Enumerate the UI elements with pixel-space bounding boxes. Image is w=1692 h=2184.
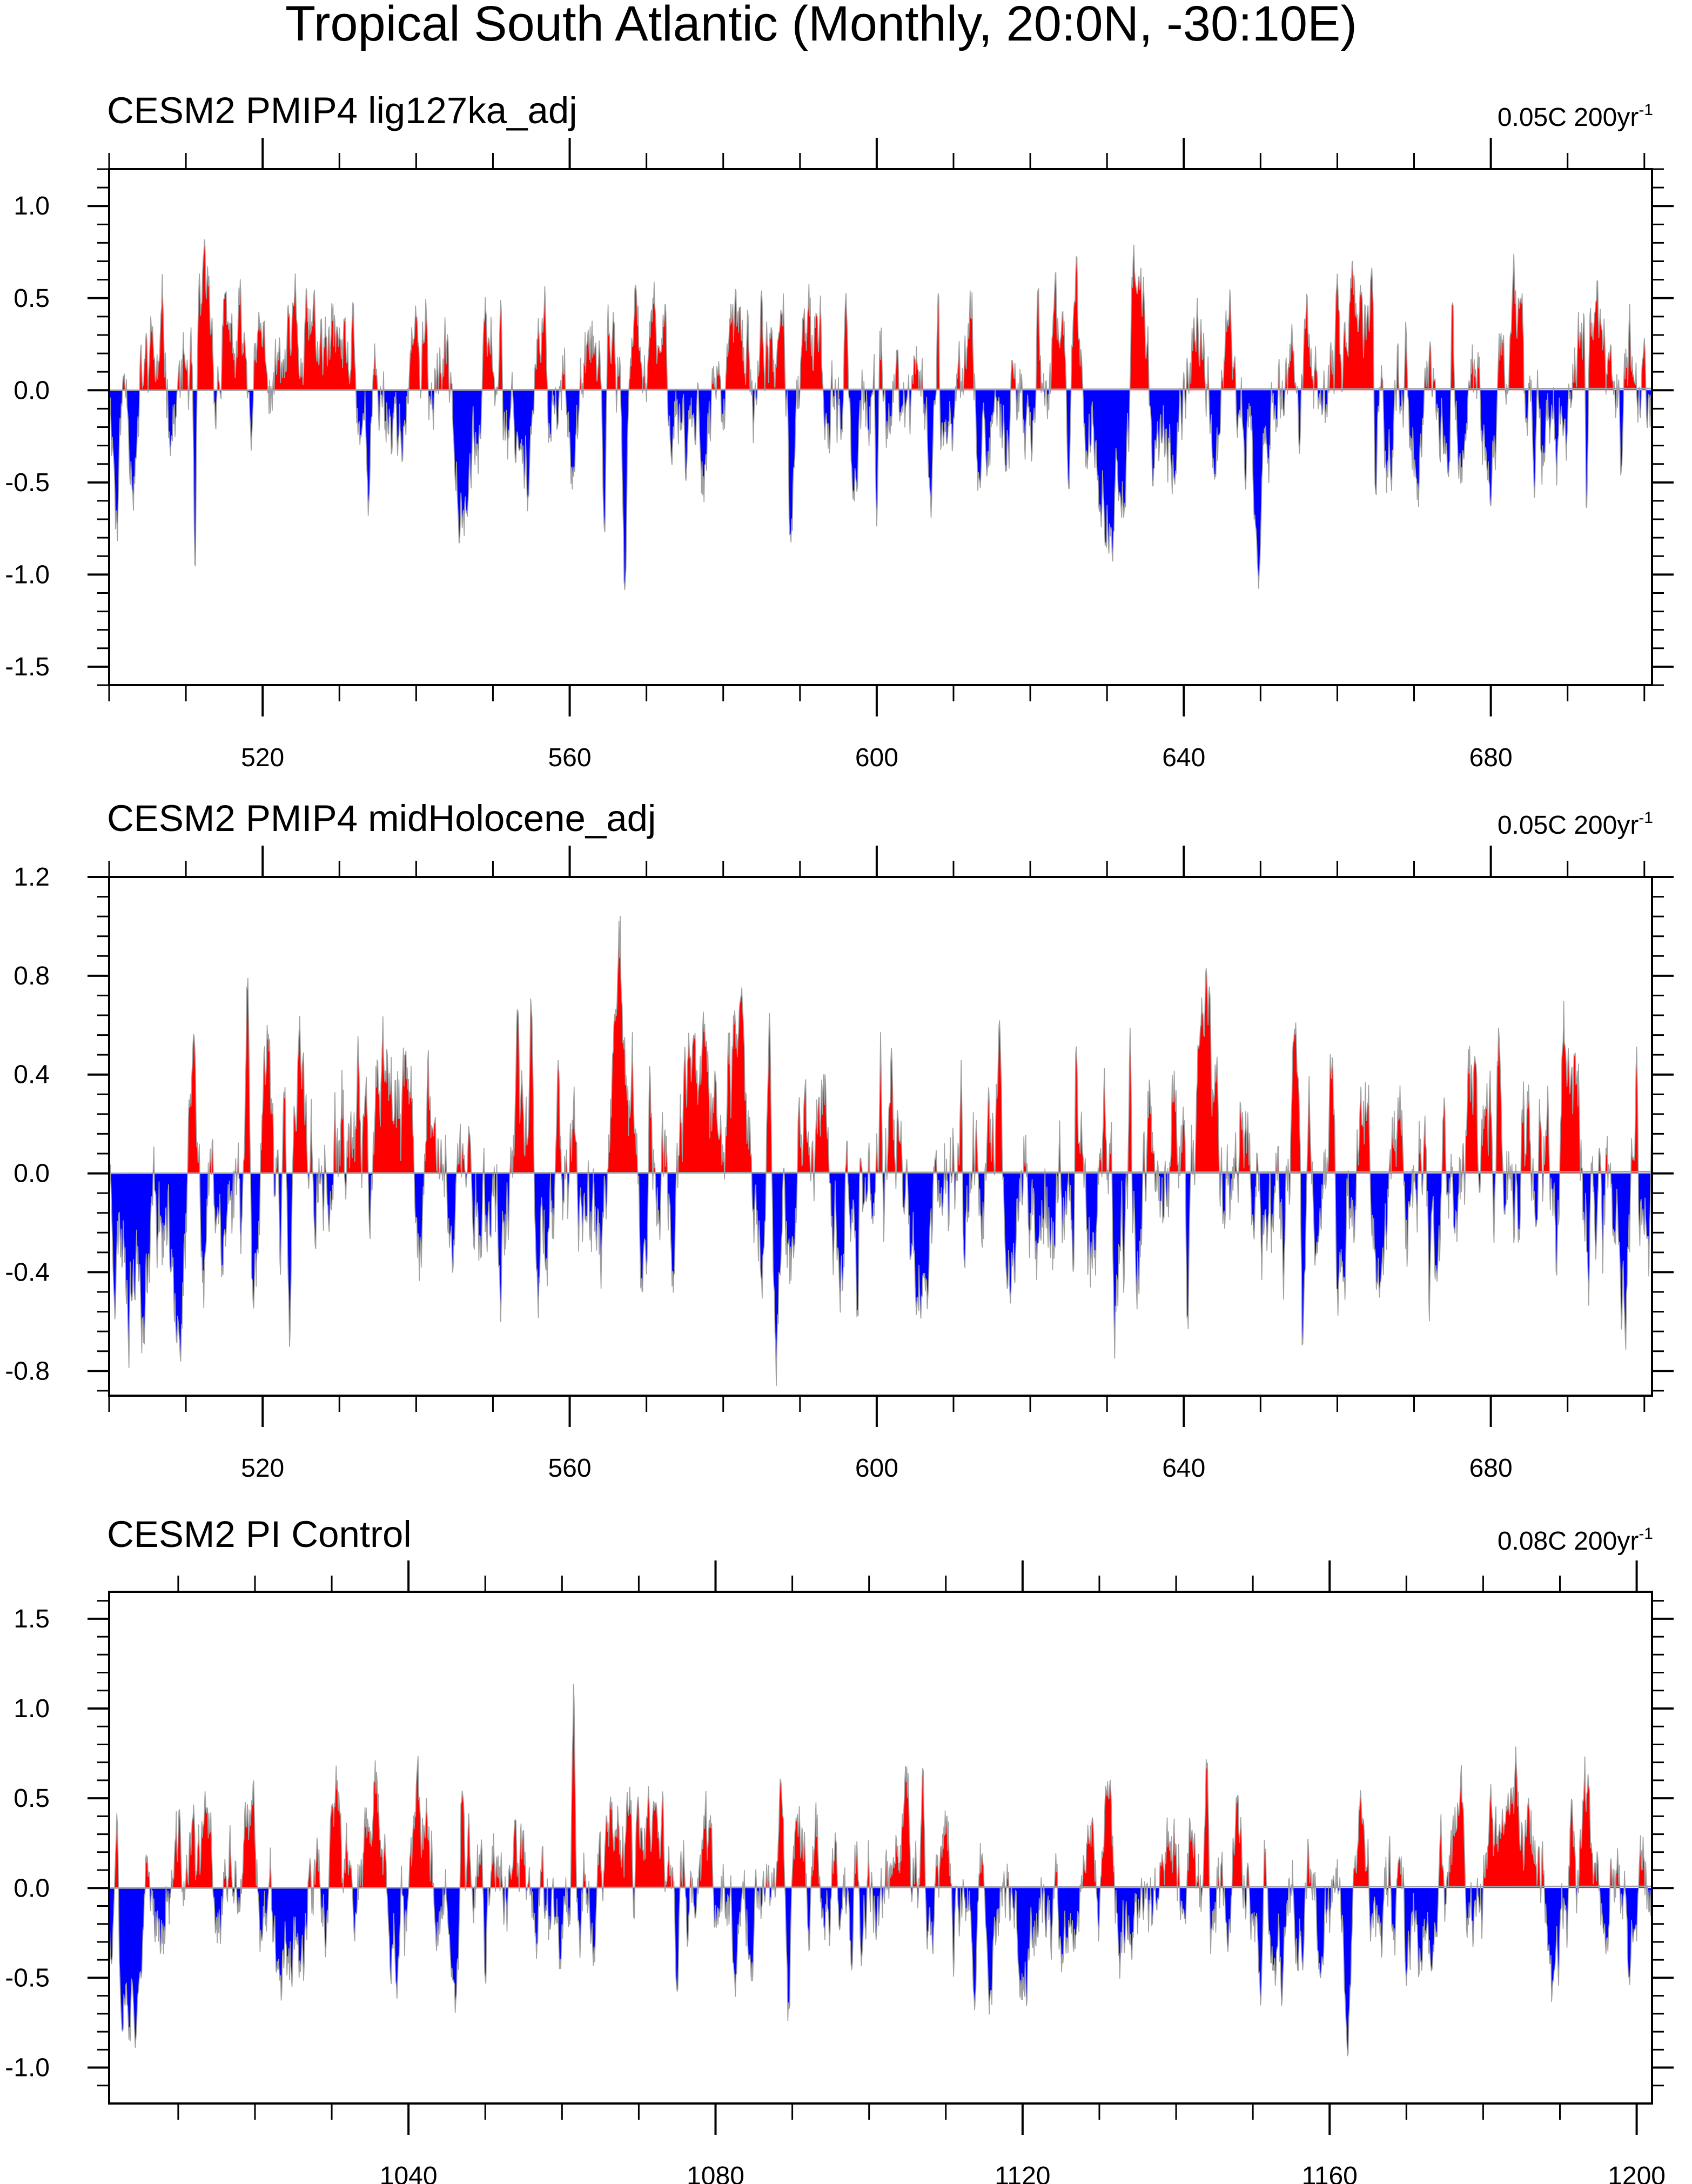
negative-anomaly-fill <box>109 390 1652 590</box>
panel-note: 0.08C 200yr-1 <box>1498 1525 1653 1556</box>
x-tick-label: 600 <box>855 743 898 772</box>
anomaly-series-line <box>109 916 1652 1386</box>
x-tick-label: 600 <box>855 1454 898 1483</box>
negative-anomaly-fill <box>109 1888 1652 2056</box>
x-tick-label: 1160 <box>1302 2162 1358 2184</box>
y-tick-label: -0.4 <box>5 1258 50 1287</box>
y-tick-label: -1.0 <box>5 2054 50 2082</box>
x-tick-label: 640 <box>1162 743 1205 772</box>
panel-title: CESM2 PI Control <box>107 1513 412 1555</box>
trend-line <box>109 1885 1652 1889</box>
plot-frame <box>108 876 1653 1397</box>
y-tick-label: 1.0 <box>14 1694 50 1723</box>
y-tick-label: 0.0 <box>14 376 50 405</box>
trend-line <box>109 387 1652 391</box>
plot-area <box>109 1684 1652 2056</box>
x-tick-label: 520 <box>241 743 284 772</box>
plot-area <box>109 916 1652 1386</box>
x-tick-label: 560 <box>548 743 591 772</box>
y-tick-label: -0.5 <box>5 468 50 497</box>
anomaly-series-line <box>109 239 1652 591</box>
y-tick-label: 0.0 <box>14 1874 50 1902</box>
main-title: Tropical South Atlantic (Monthly, 20:0N,… <box>285 0 1357 51</box>
plot-frame <box>108 1591 1653 2105</box>
panel-note-superscript: -1 <box>1639 1525 1653 1543</box>
panel-title: CESM2 PMIP4 lig127ka_adj <box>107 90 578 131</box>
y-tick-label: 0.5 <box>14 284 50 313</box>
y-tick-label: -0.5 <box>5 1964 50 1992</box>
panel-pi-control: CESM2 PI Control 0.08C 200yr-1 1.5 1.0 0.5… <box>5 1513 1674 2184</box>
negative-anomaly-fill <box>109 1173 1652 1386</box>
panel-midholocene: CESM2 PMIP4 midHolocene_adj 0.05C 200yr-… <box>5 798 1674 1483</box>
x-tick-label: 640 <box>1162 1454 1205 1483</box>
y-tick-label: 1.2 <box>14 863 50 892</box>
x-tick-label: 680 <box>1469 1454 1513 1483</box>
y-tick-label: 0.8 <box>14 962 50 990</box>
positive-anomaly-fill <box>109 239 1652 391</box>
x-tick-label: 560 <box>548 1454 591 1483</box>
y-tick-label: 0.4 <box>14 1061 50 1089</box>
panel-lig127ka: CESM2 PMIP4 lig127ka_adj 0.05C 200yr-1 1… <box>5 90 1674 772</box>
panel-note-text: 0.05C 200yr <box>1498 811 1639 840</box>
x-tick-label: 680 <box>1469 743 1513 772</box>
panel-note: 0.05C 200yr-1 <box>1498 809 1653 840</box>
trend-line <box>109 1171 1652 1175</box>
y-tick-label: -1.5 <box>5 653 50 681</box>
y-tick-label: 0.5 <box>14 1784 50 1813</box>
x-tick-label: 1080 <box>687 2162 744 2184</box>
y-tick-label: 1.0 <box>14 192 50 220</box>
x-tick-label: 1120 <box>995 2162 1050 2184</box>
x-tick-label: 1200 <box>1608 2162 1666 2184</box>
anomaly-series-line <box>109 1684 1652 2056</box>
panel-note: 0.05C 200yr-1 <box>1498 101 1653 132</box>
panel-note-text: 0.08C 200yr <box>1498 1527 1639 1556</box>
y-tick-label: -1.0 <box>5 560 50 589</box>
x-tick-label: 520 <box>241 1454 284 1483</box>
y-tick-label: 1.5 <box>14 1605 50 1633</box>
y-tick-label: 0.0 <box>14 1160 50 1188</box>
y-tick-label: -0.8 <box>5 1357 50 1385</box>
positive-anomaly-fill <box>109 1684 1652 1888</box>
x-tick-label: 1040 <box>380 2162 438 2184</box>
plot-area <box>109 239 1652 591</box>
panel-note-text: 0.05C 200yr <box>1498 103 1639 132</box>
panel-note-superscript: -1 <box>1639 809 1653 827</box>
panel-title: CESM2 PMIP4 midHolocene_adj <box>107 798 656 839</box>
panel-note-superscript: -1 <box>1639 101 1653 119</box>
